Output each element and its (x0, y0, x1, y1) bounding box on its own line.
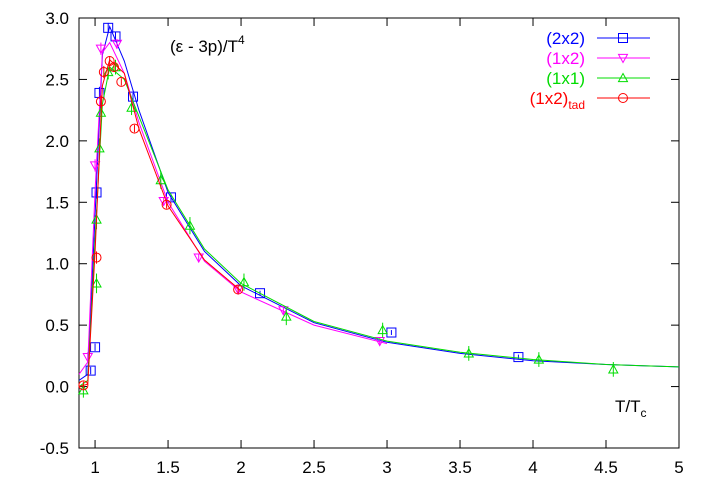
legend-marker (617, 53, 629, 64)
x-label-text: T/T (615, 397, 641, 416)
legend-subscript: tad (568, 98, 585, 112)
marker (607, 363, 619, 374)
marker (377, 324, 388, 335)
fit-line (78, 58, 242, 388)
legend-label: (1x2) (546, 49, 585, 68)
fit-line (78, 41, 388, 375)
legend-name: (1x1) (546, 69, 585, 88)
marker (91, 277, 102, 288)
marker (184, 220, 196, 230)
x-tick-label: 5 (674, 458, 683, 477)
marker (255, 288, 266, 299)
y-tick-label: 0.5 (45, 316, 69, 335)
marker (110, 31, 121, 42)
legend-name: (1x2) (546, 49, 585, 68)
marker (85, 365, 96, 376)
marker (278, 306, 289, 316)
y-tick-label: 0.0 (45, 378, 69, 397)
marker (98, 67, 109, 78)
marker (103, 22, 114, 33)
marker (82, 352, 94, 363)
x-tick-label: 4 (528, 458, 537, 477)
x-axis-label: T/Tc (615, 397, 647, 420)
marker (91, 252, 102, 263)
plot-frame (78, 17, 680, 449)
legend-marker (618, 33, 628, 43)
marker (233, 284, 244, 295)
marker (95, 44, 107, 55)
marker (95, 96, 106, 107)
y-tick-label: 2.0 (45, 132, 69, 151)
y-tick-label: 1.5 (45, 193, 69, 212)
x-tick-label: 2 (236, 458, 245, 477)
fit-line (78, 25, 680, 381)
x-tick-label: 2.5 (302, 458, 326, 477)
marker (374, 337, 386, 347)
x-tick-label: 3.5 (448, 458, 472, 477)
marker (109, 62, 120, 73)
legend-label: (1x1) (546, 69, 585, 88)
marker (78, 380, 89, 391)
marker (513, 352, 524, 363)
marker (193, 253, 205, 264)
marker (91, 187, 102, 198)
marker (161, 199, 172, 210)
x-tick-label: 3 (382, 458, 391, 477)
legend-marker (618, 93, 628, 103)
marker (238, 276, 250, 287)
annotation: (ε - 3p)/T4 (170, 33, 245, 56)
y-tick-label: 3.0 (45, 9, 69, 28)
legend-label: (2x2) (546, 29, 585, 48)
marker (90, 342, 101, 353)
x-label-sub: c (641, 406, 647, 420)
y-tick-label: -0.5 (40, 439, 69, 458)
marker (280, 311, 292, 321)
legend-label: (1x2)tad (530, 89, 585, 112)
legend-name: (2x2) (546, 29, 585, 48)
marker (111, 39, 123, 50)
annotation-sup: 4 (238, 33, 245, 47)
x-tick-label: 4.5 (594, 458, 618, 477)
marker (116, 76, 127, 87)
annotation-text: (ε - 3p)/T (170, 37, 238, 56)
y-tick-label: 1.0 (45, 255, 69, 274)
y-tick-label: 2.5 (45, 70, 69, 89)
x-tick-label: 1 (90, 458, 99, 477)
legend-marker (617, 72, 629, 83)
legend-name: (1x2) (530, 89, 569, 108)
fit-line (78, 66, 680, 388)
marker (126, 102, 137, 112)
marker (129, 123, 140, 134)
marker (463, 347, 475, 358)
marker (89, 161, 101, 171)
marker (533, 354, 545, 364)
x-tick-label: 1.5 (156, 458, 180, 477)
